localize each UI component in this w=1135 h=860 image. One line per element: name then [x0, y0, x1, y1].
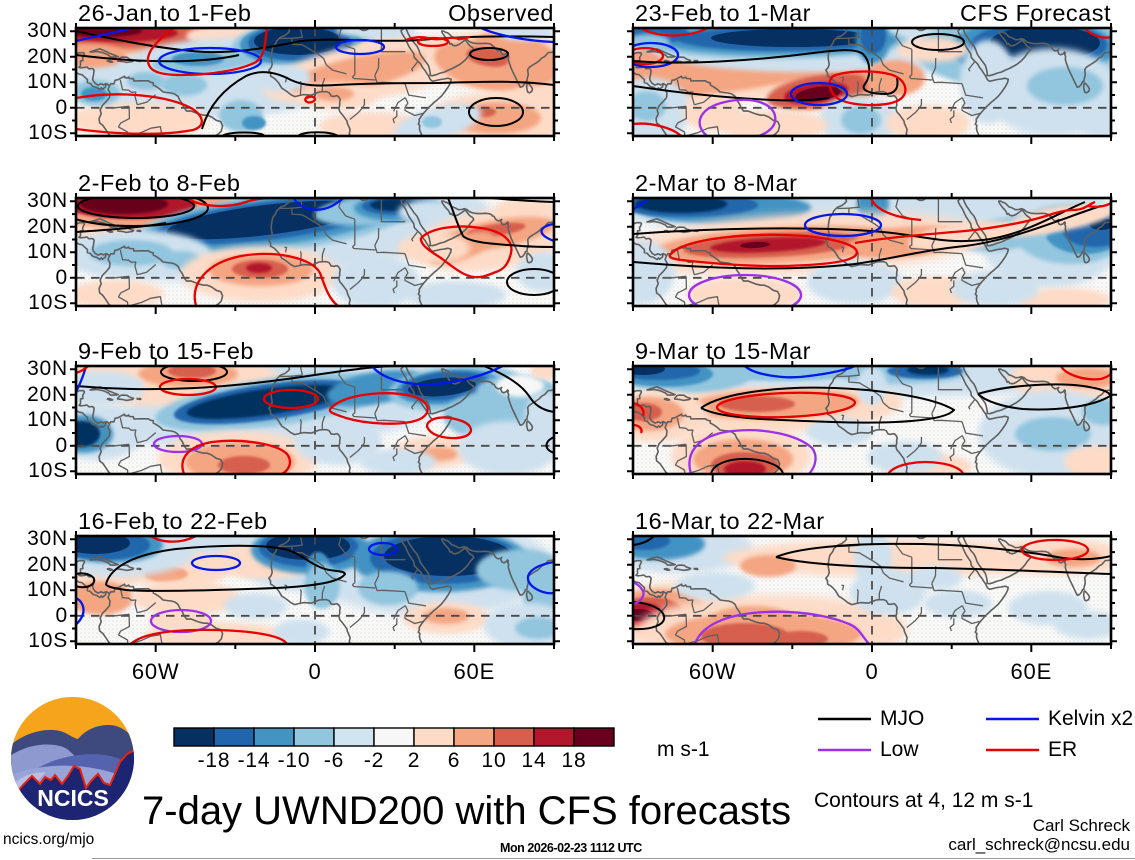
svg-text:NCICS: NCICS — [37, 785, 109, 811]
